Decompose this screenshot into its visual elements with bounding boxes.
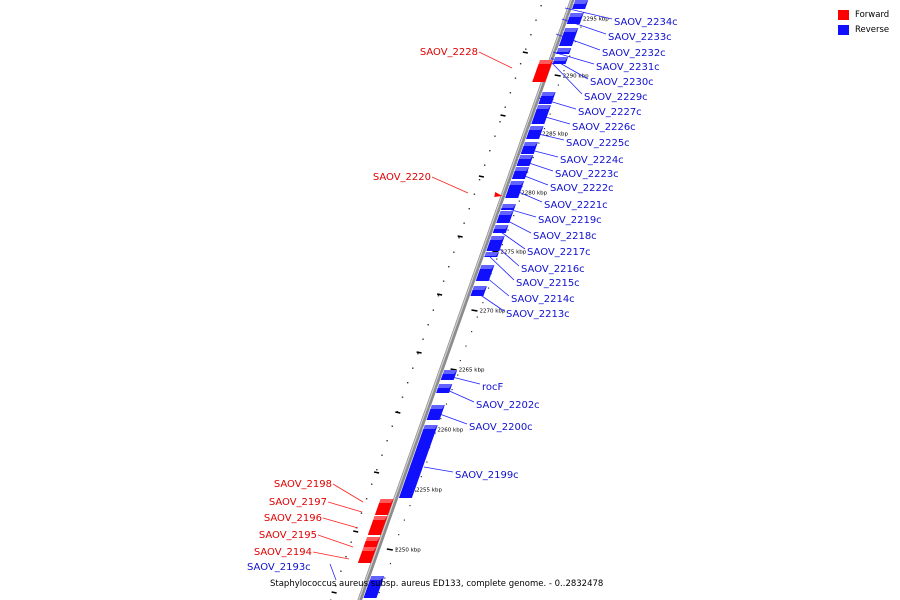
axis-tick-mark xyxy=(450,368,457,371)
reverse-gene-label: SAOV_2231c xyxy=(596,62,660,73)
axis-tick-mark xyxy=(554,74,561,77)
reverse-gene-feature xyxy=(555,48,572,54)
reverse-gene-feature xyxy=(520,142,538,154)
axis-tick-label: 2265 kbp xyxy=(459,368,485,374)
forward-gene-label: SAOV_2196 xyxy=(264,513,322,524)
reverse-gene-label: SAOV_2234c xyxy=(614,17,678,28)
reverse-gene-feature xyxy=(505,181,525,198)
reverse-swatch xyxy=(838,25,849,35)
reverse-gene-feature xyxy=(499,204,516,210)
axis-tick-mark xyxy=(492,250,499,253)
forward-gene-label: SAOV_2194 xyxy=(254,547,312,558)
reverse-gene-feature xyxy=(566,13,584,24)
reverse-gene-label: SAOV_2217c xyxy=(527,247,591,258)
reverse-gene-label: SAOV_2233c xyxy=(608,32,672,43)
reverse-gene-feature xyxy=(398,425,438,498)
reverse-gene-feature xyxy=(572,0,589,9)
reverse-gene-label: SAOV_2227c xyxy=(578,107,642,118)
genome-backbone xyxy=(357,0,575,600)
reverse-gene-feature xyxy=(492,225,509,233)
reverse-gene-feature xyxy=(475,265,495,281)
reverse-gene-label: SAOV_2213c xyxy=(506,309,570,320)
reverse-gene-label: SAOV_2193c xyxy=(247,562,311,573)
reverse-gene-label: SAOV_2200c xyxy=(469,422,533,433)
axis-tick-mark xyxy=(386,548,393,551)
reverse-gene-label: SAOV_2225c xyxy=(566,138,630,149)
reverse-gene-feature xyxy=(482,252,499,257)
reverse-gene-label: SAOV_2214c xyxy=(511,294,575,305)
axis-tick-label: 2285 kbp xyxy=(542,132,568,138)
forward-gene-feature xyxy=(374,499,394,515)
forward-swatch xyxy=(838,10,849,20)
forward-gene-label: SAOV_2220 xyxy=(373,172,431,183)
reverse-gene-label: SAOV_2202c xyxy=(476,400,540,411)
axis-tick-label: 2250 kbp xyxy=(395,548,421,554)
reverse-gene-feature xyxy=(440,370,458,380)
reverse-gene-feature xyxy=(426,405,445,420)
axis-tick-label: 2295 kbp xyxy=(583,17,609,23)
reverse-gene-label: rocF xyxy=(482,382,504,393)
reverse-gene-feature xyxy=(511,167,530,179)
legend-reverse-label: Reverse xyxy=(855,25,890,35)
axis-tick-label: 2290 kbp xyxy=(563,74,589,80)
label-leader-lines xyxy=(312,7,613,581)
reverse-gene-label: SAOV_2219c xyxy=(538,215,602,226)
reverse-gene-label: SAOV_2216c xyxy=(521,264,585,275)
axis-tick-mark xyxy=(471,309,478,312)
reverse-gene-feature xyxy=(436,384,453,393)
forward-gene-label: SAOV_2198 xyxy=(274,479,332,490)
reverse-gene-label: SAOV_2223c xyxy=(555,169,619,180)
reverse-gene-label: SAOV_2199c xyxy=(455,470,519,481)
reverse-gene-feature xyxy=(363,576,385,598)
axis-tick-label: 2260 kbp xyxy=(437,428,463,434)
reverse-gene-feature xyxy=(486,236,505,251)
reverse-gene-label: SAOV_2226c xyxy=(572,122,636,133)
genome-caption: Staphylococcus aureus subsp. aureus ED13… xyxy=(270,579,604,589)
reverse-gene-label: SAOV_2224c xyxy=(560,155,624,166)
gene-features xyxy=(357,0,589,598)
reverse-gene-label: SAOV_2232c xyxy=(602,48,666,59)
forward-gene-feature xyxy=(363,537,381,547)
reverse-gene-feature xyxy=(558,28,579,46)
reverse-gene-label: SAOV_2215c xyxy=(516,278,580,289)
forward-gene-label: SAOV_2228 xyxy=(420,47,478,58)
reverse-gene-feature xyxy=(552,57,569,64)
legend-forward-label: Forward xyxy=(855,10,890,20)
forward-gene-feature xyxy=(532,60,553,82)
reverse-gene-feature xyxy=(496,211,514,223)
reverse-gene-label: SAOV_2222c xyxy=(550,183,614,194)
reverse-gene-feature xyxy=(526,126,544,139)
reverse-gene-label: SAOV_2221c xyxy=(544,200,608,211)
reverse-gene-feature xyxy=(538,92,556,104)
axis-tick-label: 2280 kbp xyxy=(521,191,547,197)
forward-gene-label: SAOV_2195 xyxy=(259,530,317,541)
forward-gene-feature xyxy=(367,516,388,535)
reverse-gene-feature xyxy=(470,286,487,296)
reverse-gene-label: SAOV_2229c xyxy=(584,92,648,103)
gene-labels: SAOV_2234c SAOV_2233c SAOV_2232c SAOV_2231c… xyxy=(247,17,678,573)
reverse-gene-label: SAOV_2230c xyxy=(590,77,654,88)
reverse-gene-feature xyxy=(516,155,534,166)
forward-gene-feature xyxy=(357,547,377,563)
axis-tick-label: 2270 kbp xyxy=(479,309,505,315)
reverse-gene-label: SAOV_2218c xyxy=(533,231,597,242)
axis-tick-label: 2255 kbp xyxy=(416,488,442,494)
forward-gene-label: SAOV_2197 xyxy=(269,497,327,508)
axis-tick-label: 2275 kbp xyxy=(500,250,526,256)
reverse-gene-feature xyxy=(531,105,552,124)
